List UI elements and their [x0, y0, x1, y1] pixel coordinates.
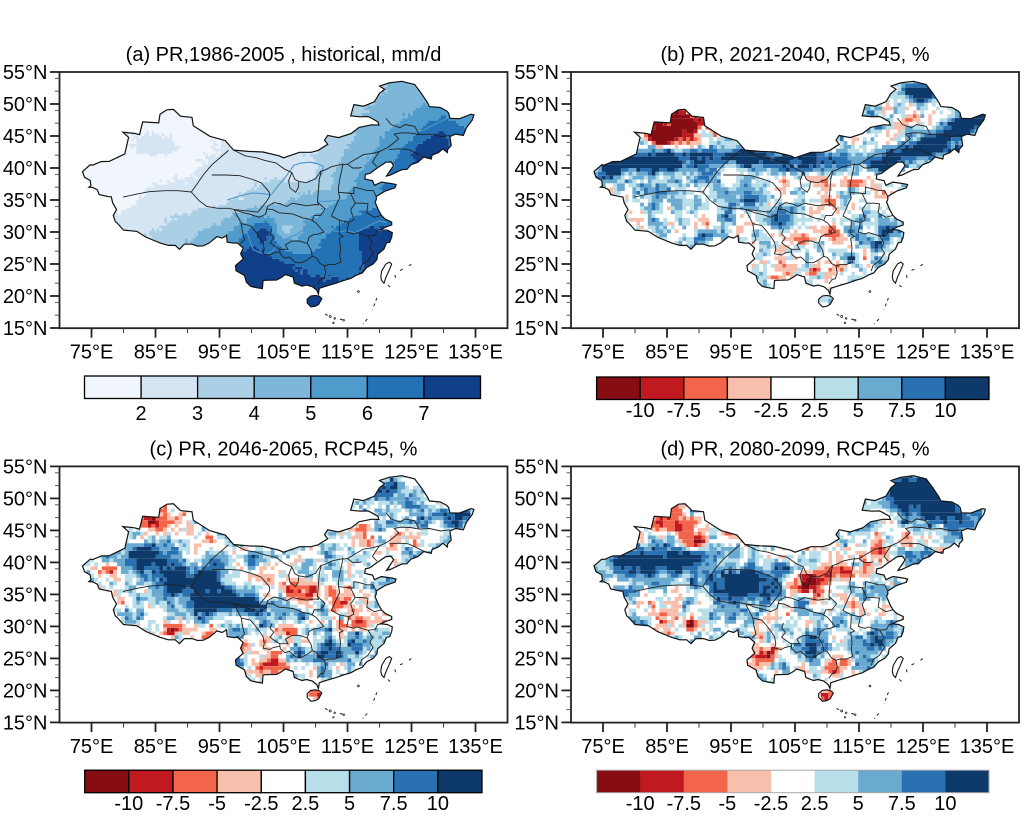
- svg-text:25°N: 25°N: [3, 254, 48, 276]
- svg-text:55°N: 55°N: [514, 62, 559, 84]
- svg-text:20°N: 20°N: [3, 286, 48, 308]
- svg-text:125°E: 125°E: [384, 736, 439, 758]
- svg-text:85°E: 85°E: [134, 736, 178, 758]
- svg-text:-7.5: -7.5: [667, 400, 701, 422]
- svg-text:95°E: 95°E: [198, 736, 242, 758]
- svg-text:125°E: 125°E: [896, 342, 951, 364]
- svg-text:45°N: 45°N: [3, 126, 48, 148]
- svg-text:5: 5: [344, 793, 355, 815]
- svg-text:35°N: 35°N: [514, 190, 559, 212]
- svg-text:4: 4: [249, 403, 260, 425]
- svg-text:125°E: 125°E: [384, 342, 439, 364]
- svg-text:15°N: 15°N: [3, 712, 48, 734]
- svg-text:115°E: 115°E: [321, 736, 374, 758]
- svg-text:40°N: 40°N: [3, 552, 48, 574]
- svg-text:30°N: 30°N: [514, 222, 559, 244]
- svg-text:55°N: 55°N: [3, 62, 48, 84]
- svg-text:-7.5: -7.5: [667, 793, 701, 815]
- svg-text:-5: -5: [719, 793, 737, 815]
- svg-text:85°E: 85°E: [645, 736, 689, 758]
- svg-text:6: 6: [362, 403, 373, 425]
- svg-text:55°N: 55°N: [514, 456, 559, 478]
- svg-text:5: 5: [853, 793, 864, 815]
- svg-text:45°N: 45°N: [514, 520, 559, 542]
- svg-text:-2.5: -2.5: [754, 793, 788, 815]
- svg-text:20°N: 20°N: [3, 680, 48, 702]
- svg-text:105°E: 105°E: [768, 736, 823, 758]
- svg-text:(d) PR, 2080-2099, RCP45, %: (d) PR, 2080-2099, RCP45, %: [660, 438, 929, 460]
- svg-text:20°N: 20°N: [514, 286, 559, 308]
- svg-text:135°E: 135°E: [960, 342, 1015, 364]
- svg-text:25°N: 25°N: [3, 648, 48, 670]
- svg-text:105°E: 105°E: [256, 342, 311, 364]
- svg-text:10: 10: [934, 793, 956, 815]
- svg-text:7.5: 7.5: [888, 793, 916, 815]
- svg-text:30°N: 30°N: [514, 616, 559, 638]
- svg-text:5: 5: [305, 403, 316, 425]
- svg-text:115°E: 115°E: [832, 736, 885, 758]
- svg-text:10: 10: [427, 793, 449, 815]
- svg-text:125°E: 125°E: [896, 736, 951, 758]
- svg-text:(a) PR,1986-2005 , historical,: (a) PR,1986-2005 , historical, mm/d: [126, 44, 442, 66]
- svg-text:(b) PR, 2021-2040, RCP45, %: (b) PR, 2021-2040, RCP45, %: [660, 44, 929, 66]
- svg-text:2: 2: [136, 403, 147, 425]
- svg-text:95°E: 95°E: [198, 342, 242, 364]
- svg-text:20°N: 20°N: [514, 680, 559, 702]
- svg-text:-7.5: -7.5: [156, 793, 190, 815]
- svg-text:115°E: 115°E: [321, 342, 374, 364]
- svg-text:135°E: 135°E: [448, 342, 503, 364]
- svg-text:50°N: 50°N: [514, 488, 559, 510]
- svg-text:40°N: 40°N: [514, 158, 559, 180]
- svg-text:85°E: 85°E: [134, 342, 178, 364]
- svg-text:35°N: 35°N: [514, 584, 559, 606]
- svg-text:-10: -10: [114, 793, 143, 815]
- svg-text:-2.5: -2.5: [754, 400, 788, 422]
- svg-text:115°E: 115°E: [832, 342, 885, 364]
- svg-text:35°N: 35°N: [3, 584, 48, 606]
- svg-text:30°N: 30°N: [3, 222, 48, 244]
- svg-text:5: 5: [853, 400, 864, 422]
- svg-text:135°E: 135°E: [448, 736, 503, 758]
- svg-text:75°E: 75°E: [70, 342, 114, 364]
- svg-text:50°N: 50°N: [3, 488, 48, 510]
- svg-text:105°E: 105°E: [768, 342, 823, 364]
- svg-text:55°N: 55°N: [3, 456, 48, 478]
- svg-text:-10: -10: [626, 793, 655, 815]
- svg-text:7.5: 7.5: [888, 400, 916, 422]
- svg-text:2.5: 2.5: [801, 400, 829, 422]
- svg-text:-2.5: -2.5: [244, 793, 278, 815]
- svg-text:30°N: 30°N: [3, 616, 48, 638]
- svg-text:75°E: 75°E: [581, 736, 625, 758]
- svg-text:15°N: 15°N: [514, 318, 559, 340]
- svg-text:25°N: 25°N: [514, 648, 559, 670]
- svg-text:85°E: 85°E: [645, 342, 689, 364]
- svg-text:135°E: 135°E: [960, 736, 1015, 758]
- svg-text:50°N: 50°N: [3, 94, 48, 116]
- svg-text:50°N: 50°N: [514, 94, 559, 116]
- svg-text:2.5: 2.5: [801, 793, 829, 815]
- svg-text:40°N: 40°N: [3, 158, 48, 180]
- svg-text:75°E: 75°E: [581, 342, 625, 364]
- svg-text:2.5: 2.5: [291, 793, 319, 815]
- svg-text:3: 3: [192, 403, 203, 425]
- svg-text:105°E: 105°E: [256, 736, 311, 758]
- svg-text:10: 10: [934, 400, 956, 422]
- svg-text:75°E: 75°E: [70, 736, 114, 758]
- svg-text:7: 7: [418, 403, 429, 425]
- svg-text:15°N: 15°N: [3, 318, 48, 340]
- svg-text:15°N: 15°N: [514, 712, 559, 734]
- svg-text:40°N: 40°N: [514, 552, 559, 574]
- svg-text:95°E: 95°E: [709, 736, 753, 758]
- svg-text:45°N: 45°N: [514, 126, 559, 148]
- svg-text:45°N: 45°N: [3, 520, 48, 542]
- svg-text:7.5: 7.5: [380, 793, 408, 815]
- svg-text:95°E: 95°E: [709, 342, 753, 364]
- svg-text:-5: -5: [719, 400, 737, 422]
- svg-text:-10: -10: [626, 400, 655, 422]
- svg-text:(c) PR, 2046-2065, RCP45, %: (c) PR, 2046-2065, RCP45, %: [150, 438, 418, 460]
- svg-text:-5: -5: [208, 793, 226, 815]
- svg-text:25°N: 25°N: [514, 254, 559, 276]
- svg-text:35°N: 35°N: [3, 190, 48, 212]
